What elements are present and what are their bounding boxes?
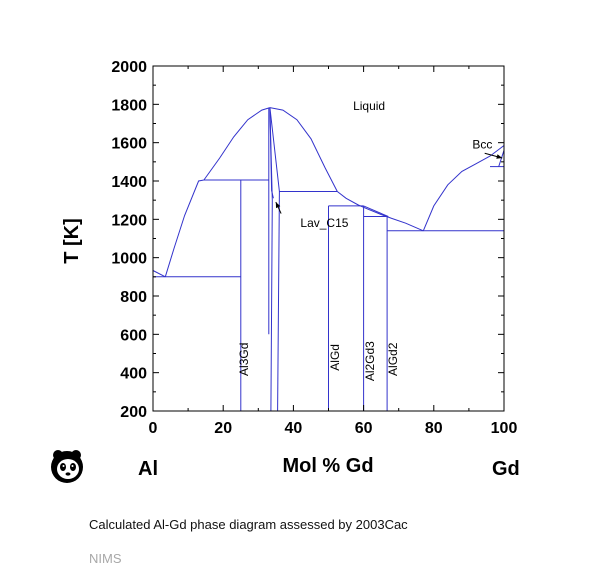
right-element-label: Gd: [492, 458, 520, 480]
x-tick-label: 40: [285, 420, 303, 437]
annotation-arrowhead: [275, 202, 281, 209]
phase-boundary-line: [203, 107, 271, 181]
annotation-arrowhead: [496, 154, 503, 159]
source-label: NIMS: [89, 551, 122, 566]
x-tick-label: 0: [149, 420, 158, 437]
y-tick-label: 1200: [111, 212, 147, 229]
phase-boundary-line: [498, 150, 505, 167]
y-axis-title: T [K]: [61, 218, 83, 264]
y-tick-label: 1000: [111, 251, 147, 268]
y-tick-label: 400: [120, 366, 147, 383]
x-axis-title: Mol % Gd: [282, 455, 373, 477]
figure-caption: Calculated Al-Gd phase diagram assessed …: [89, 517, 408, 532]
x-tick-label: 60: [355, 420, 373, 437]
y-tick-label: 600: [120, 327, 147, 344]
phase-label: AlGd2: [386, 342, 400, 376]
left-element-label: Al: [138, 458, 158, 480]
phase-boundary-line: [164, 179, 204, 277]
phase-label: Lav_C15: [300, 216, 348, 230]
y-tick-label: 1400: [111, 174, 147, 191]
phase-label: Al2Gd3: [363, 341, 377, 381]
y-tick-label: 2000: [111, 59, 147, 76]
phase-boundary-line: [336, 191, 424, 232]
y-tick-label: 800: [120, 289, 147, 306]
phase-boundary-line: [422, 145, 505, 231]
y-tick-label: 200: [120, 404, 147, 421]
phase-label: Liquid: [353, 99, 385, 113]
phase-boundary-line: [152, 270, 166, 278]
x-tick-label: 100: [491, 420, 518, 437]
phase-label: AlGd: [328, 344, 342, 371]
phase-label: Bcc: [472, 137, 492, 151]
phase-boundary-line: [269, 107, 274, 199]
x-tick-label: 80: [425, 420, 443, 437]
phase-boundary-line: [269, 107, 338, 192]
x-tick-label: 20: [214, 420, 232, 437]
panda-logo-icon: [51, 450, 83, 483]
y-tick-label: 1600: [111, 136, 147, 153]
y-tick-label: 1800: [111, 97, 147, 114]
phase-label: Al3Gd: [237, 343, 251, 376]
phase-boundary-line: [363, 205, 389, 217]
